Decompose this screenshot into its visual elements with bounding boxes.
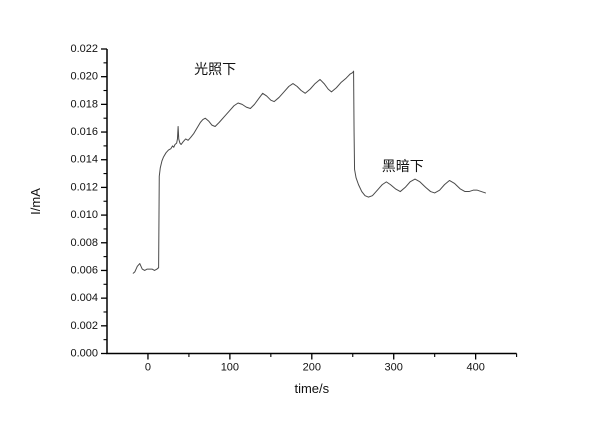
y-tick-label: 0.008 [70, 237, 98, 249]
x-tick-label: 400 [466, 362, 484, 374]
plot-area: 0.000 0.002 0.004 0.006 0.008 0.010 0.012 0.014… [70, 43, 518, 374]
x-tick-label: 300 [385, 362, 403, 374]
y-tick-label: 0.018 [70, 98, 98, 110]
y-tick-label: 0.000 [70, 348, 98, 360]
y-tick-label: 0.002 [70, 320, 98, 332]
y-tick-label: 0.012 [70, 181, 98, 193]
data-curve [132, 70, 486, 274]
x-tick-label: 0 [145, 362, 151, 374]
annotation-dark: 黑暗下 [382, 158, 424, 174]
y-tick-label: 0.022 [70, 43, 98, 55]
y-tick-label: 0.020 [70, 71, 98, 83]
y-tick-label: 0.004 [70, 292, 98, 304]
x-axis-title: time/s [294, 381, 329, 396]
y-axis-title: I/mA [28, 188, 43, 215]
y-tick-label: 0.016 [70, 126, 98, 138]
y-tick-label: 0.006 [70, 264, 98, 276]
x-tick-label: 200 [303, 362, 321, 374]
annotation-light: 光照下 [194, 61, 236, 77]
y-tick-label: 0.010 [70, 209, 98, 221]
x-tick-label: 100 [221, 362, 239, 374]
y-tick-label: 0.014 [70, 154, 98, 166]
